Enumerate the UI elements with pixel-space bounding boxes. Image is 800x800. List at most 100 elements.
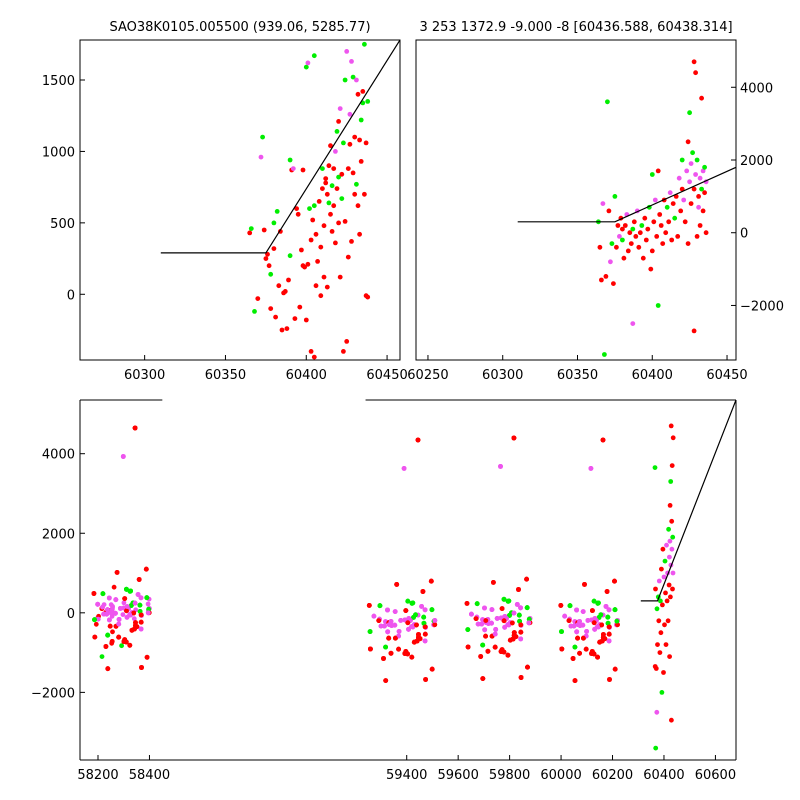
data-point — [355, 91, 361, 97]
data-point — [501, 596, 507, 602]
data-point — [422, 638, 428, 644]
data-point — [297, 304, 303, 310]
data-point — [691, 186, 697, 192]
data-point — [562, 613, 568, 619]
data-point — [489, 607, 495, 612]
data-point — [105, 607, 110, 613]
data-point — [558, 603, 564, 608]
data-point — [669, 717, 674, 723]
model-line — [160, 40, 400, 254]
data-point — [654, 234, 660, 239]
data-point — [350, 74, 356, 80]
x-tick-label: 60450 — [366, 368, 407, 383]
data-point — [91, 591, 97, 596]
data-point — [358, 117, 364, 123]
data-point — [358, 159, 364, 164]
data-point — [260, 134, 265, 140]
data-point — [615, 223, 621, 228]
data-point — [559, 629, 564, 634]
data-point — [588, 466, 594, 471]
data-point — [401, 466, 407, 471]
data-point — [299, 247, 304, 253]
data-point — [648, 266, 654, 272]
data-point — [518, 675, 524, 680]
data-point — [637, 230, 643, 236]
data-point — [666, 219, 672, 225]
x-tick-label: 58200 — [77, 768, 118, 783]
data-point — [568, 623, 574, 629]
data-point — [294, 206, 299, 212]
data-point — [660, 241, 666, 247]
panel-title: 3 253 1372.9 -9.000 -8 [60436.588, 60438… — [419, 20, 732, 35]
data-point — [420, 589, 426, 594]
data-point — [138, 595, 144, 601]
data-point — [131, 616, 137, 622]
data-point — [121, 639, 127, 644]
data-point — [303, 64, 309, 70]
data-point — [667, 654, 672, 659]
data-point — [570, 656, 576, 661]
data-point — [406, 626, 411, 632]
y-tick-label: 500 — [50, 217, 75, 232]
data-point — [617, 234, 622, 239]
data-point — [417, 636, 423, 642]
data-point — [511, 630, 517, 635]
data-point — [311, 203, 317, 209]
data-point — [393, 635, 398, 641]
data-point — [605, 99, 610, 105]
data-point — [606, 607, 612, 613]
data-point — [136, 577, 142, 582]
data-point — [607, 677, 612, 682]
data-point — [649, 248, 655, 254]
data-point — [652, 197, 658, 203]
data-point — [653, 745, 659, 751]
x-tick-label: 60350 — [557, 368, 598, 383]
data-point — [329, 229, 335, 234]
data-point — [282, 289, 288, 294]
data-point — [108, 610, 114, 616]
data-point — [396, 629, 402, 634]
data-point — [100, 591, 106, 597]
data-point — [295, 211, 301, 217]
data-point — [658, 223, 664, 228]
data-point — [409, 624, 415, 629]
data-point — [323, 180, 329, 186]
data-point — [599, 622, 604, 628]
data-point — [654, 709, 660, 715]
data-point — [381, 656, 386, 661]
x-tick-label: 60350 — [205, 368, 246, 383]
x-tick-label: 59400 — [386, 768, 427, 783]
data-point — [591, 620, 597, 626]
data-point — [392, 609, 398, 614]
data-point — [600, 201, 606, 207]
data-point — [405, 598, 411, 604]
data-point — [599, 277, 604, 283]
data-point — [482, 627, 488, 633]
data-point — [670, 435, 676, 441]
data-point — [122, 596, 128, 601]
data-point — [518, 636, 524, 642]
data-point — [688, 201, 694, 207]
data-point — [526, 620, 532, 626]
data-point — [636, 244, 642, 250]
data-point — [666, 526, 671, 532]
data-point — [132, 626, 137, 632]
plot-area — [517, 59, 736, 357]
data-point — [415, 437, 421, 443]
data-point — [622, 223, 628, 228]
x-tick-label: 60450 — [706, 368, 747, 383]
y-tick-label: 2000 — [740, 154, 773, 169]
data-point — [333, 149, 338, 154]
data-point — [655, 168, 661, 174]
data-point — [324, 284, 330, 290]
data-point — [608, 259, 613, 265]
data-point — [107, 617, 112, 623]
data-point — [360, 89, 366, 94]
data-point — [670, 570, 676, 576]
data-point — [363, 140, 369, 146]
data-point — [657, 650, 663, 655]
data-point — [489, 620, 494, 626]
data-point — [114, 570, 120, 575]
panel-top-left: SAO38K0105.005500 (939.06, 5285.77) 6030… — [42, 20, 408, 383]
data-point — [574, 629, 580, 635]
